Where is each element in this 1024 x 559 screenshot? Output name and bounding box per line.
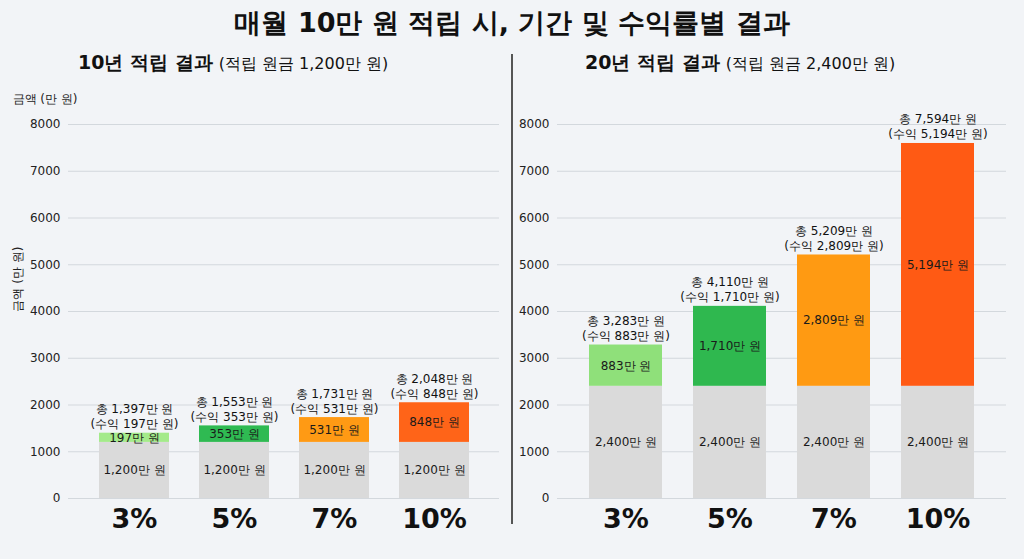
svg-text:2,400만 원: 2,400만 원 (907, 435, 969, 449)
svg-text:4000: 4000 (30, 304, 61, 318)
svg-text:5,194만 원: 5,194만 원 (907, 258, 969, 272)
html-text:매월 10만 원 적립 시, 기간 및 수익률별 결과: 매월 10만 원 적립 시, 기간 및 수익률별 결과 (234, 7, 790, 38)
svg-text:7%: 7% (811, 503, 857, 534)
svg-text:0: 0 (53, 491, 61, 505)
svg-text:10%: 10% (906, 503, 971, 534)
svg-text:1,200만 원: 1,200만 원 (203, 463, 265, 477)
svg-text:7%: 7% (312, 503, 358, 534)
svg-text:883만 원: 883만 원 (601, 358, 652, 372)
svg-text:197만 원: 197만 원 (109, 431, 160, 445)
svg-text:2,809만 원: 2,809만 원 (803, 313, 865, 327)
svg-text:1,200만 원: 1,200만 원 (103, 463, 165, 477)
svg-text:2,400만 원: 2,400만 원 (595, 435, 657, 449)
svg-text:총 4,110만 원(수익 1,710만 원): 총 4,110만 원(수익 1,710만 원) (680, 275, 779, 304)
svg-text:8000: 8000 (30, 117, 61, 131)
svg-text:3000: 3000 (30, 351, 61, 365)
svg-text:10%: 10% (402, 503, 467, 534)
svg-text:7000: 7000 (30, 164, 61, 178)
svg-text:총 1,731만 원(수익 531만 원): 총 1,731만 원(수익 531만 원) (291, 387, 379, 416)
svg-text:총 7,594만 원(수익 5,194만 원): 총 7,594만 원(수익 5,194만 원) (888, 112, 987, 141)
svg-text:531만 원: 531만 원 (309, 423, 360, 437)
svg-text:6000: 6000 (519, 211, 550, 225)
svg-text:3%: 3% (112, 503, 158, 534)
svg-text:5%: 5% (212, 503, 258, 534)
svg-text:총 1,397만 원(수익 197만 원): 총 1,397만 원(수익 197만 원) (91, 402, 179, 431)
svg-text:금액 (만 원): 금액 (만 원) (11, 247, 25, 312)
svg-text:2000: 2000 (519, 398, 550, 412)
svg-text:금액 (만 원): 금액 (만 원) (13, 92, 78, 106)
svg-text:8000: 8000 (519, 117, 550, 131)
svg-text:3000: 3000 (519, 351, 550, 365)
svg-text:2,400만 원: 2,400만 원 (699, 435, 761, 449)
svg-text:1,710만 원: 1,710만 원 (699, 339, 761, 353)
html-text:10년 적립 결과 (적립 원금 1,200만 원): 10년 적립 결과 (적립 원금 1,200만 원) (78, 51, 389, 73)
svg-text:848만 원: 848만 원 (409, 415, 460, 429)
svg-text:0: 0 (542, 491, 550, 505)
svg-text:1,200만 원: 1,200만 원 (403, 463, 465, 477)
svg-text:총 3,283만 원(수익 883만 원): 총 3,283만 원(수익 883만 원) (582, 314, 670, 343)
svg-text:5000: 5000 (30, 258, 61, 272)
svg-text:4000: 4000 (519, 304, 550, 318)
svg-text:총 5,209만 원(수익 2,809만 원): 총 5,209만 원(수익 2,809만 원) (784, 224, 883, 253)
svg-text:총 1,553만 원(수익 353만 원): 총 1,553만 원(수익 353만 원) (191, 395, 279, 424)
svg-text:총 2,048만 원(수익 848만 원): 총 2,048만 원(수익 848만 원) (391, 372, 479, 401)
svg-text:6000: 6000 (30, 211, 61, 225)
svg-text:2000: 2000 (30, 398, 61, 412)
svg-text:353만 원: 353만 원 (209, 427, 260, 441)
svg-text:5000: 5000 (519, 258, 550, 272)
svg-text:5%: 5% (707, 503, 753, 534)
svg-text:3%: 3% (603, 503, 649, 534)
svg-text:1000: 1000 (30, 445, 61, 459)
svg-text:7000: 7000 (519, 164, 550, 178)
svg-text:1,200만 원: 1,200만 원 (303, 463, 365, 477)
html-text:20년 적립 결과 (적립 원금 2,400만 원): 20년 적립 결과 (적립 원금 2,400만 원) (585, 51, 896, 73)
svg-text:2,400만 원: 2,400만 원 (803, 435, 865, 449)
svg-text:1000: 1000 (519, 445, 550, 459)
